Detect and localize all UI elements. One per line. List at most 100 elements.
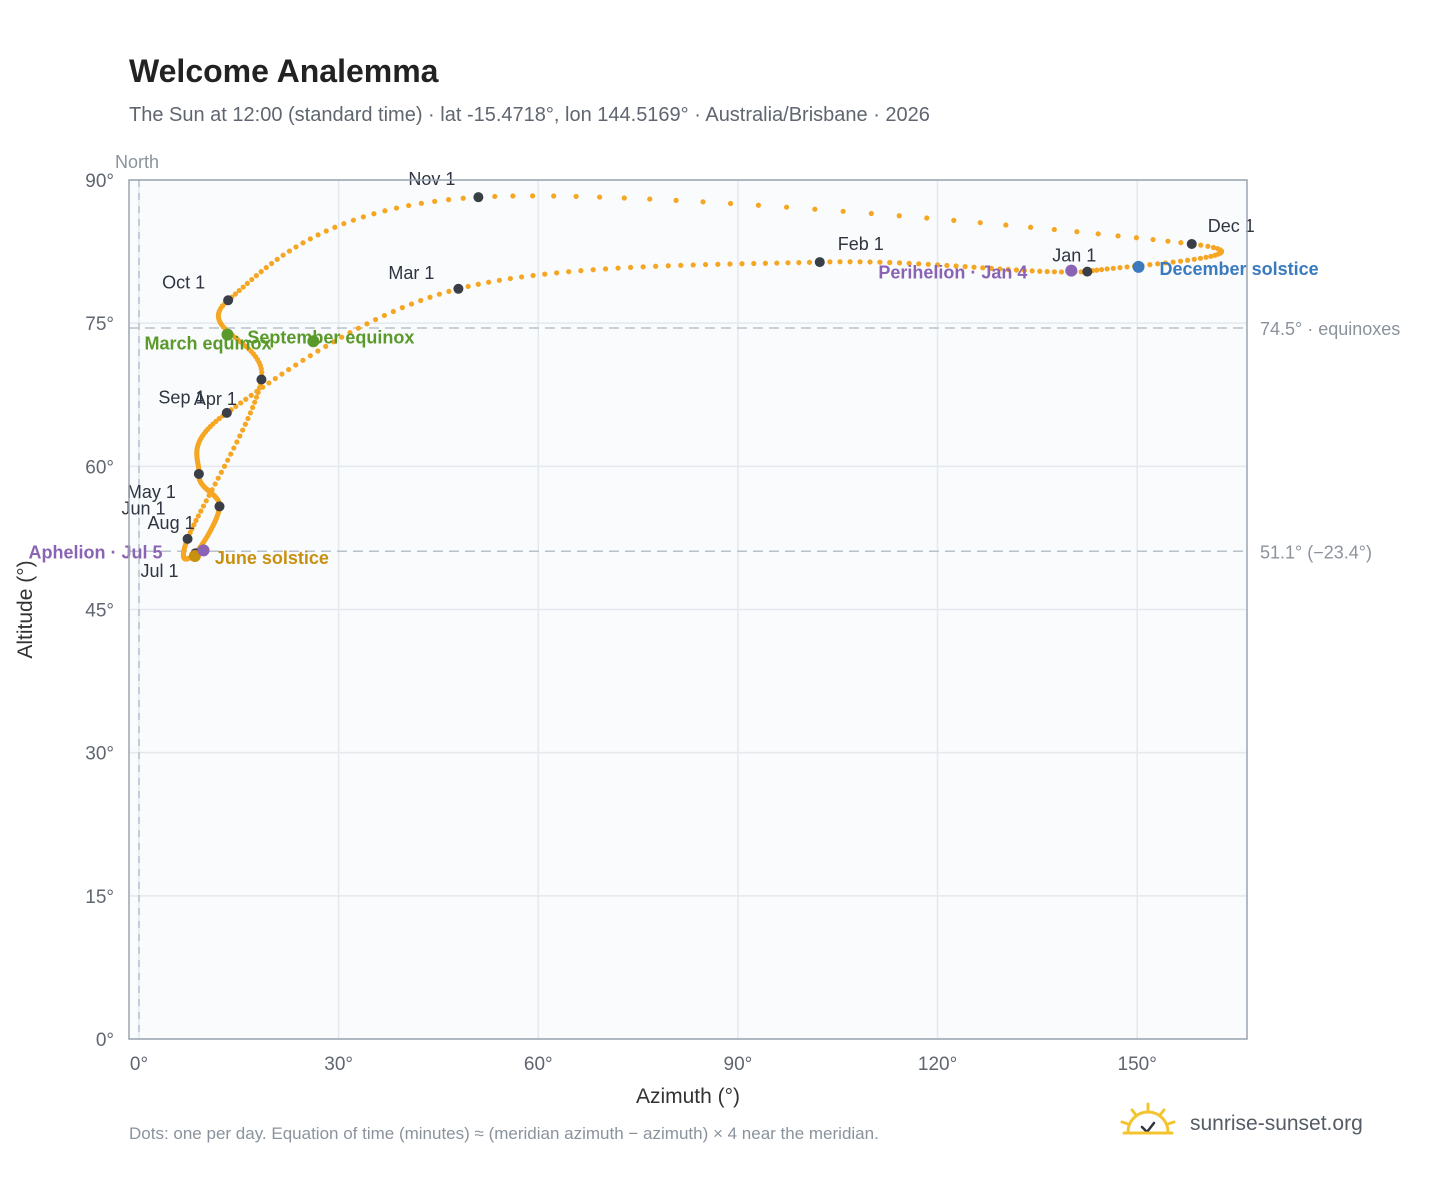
daily-dot <box>465 283 471 290</box>
daily-dot <box>408 301 415 307</box>
reference-label: 74.5° · equinoxes <box>1260 319 1400 339</box>
month-label: Oct 1 <box>162 272 205 292</box>
daily-dot <box>647 196 653 202</box>
daily-dot <box>1150 236 1156 243</box>
daily-dot <box>678 262 684 268</box>
daily-dot <box>1104 266 1110 272</box>
daily-dot <box>783 204 790 210</box>
daily-dot <box>231 445 237 451</box>
daily-dot <box>1027 224 1034 230</box>
daily-dot <box>997 266 1003 272</box>
event-label: June solstice <box>215 548 329 568</box>
daily-dot <box>1165 238 1171 244</box>
daily-dot <box>347 330 353 336</box>
event-label: September equinox <box>247 327 414 347</box>
daily-dot <box>191 522 197 528</box>
daily-dot <box>1177 258 1184 264</box>
daily-dot <box>877 259 883 265</box>
daily-dot <box>751 260 757 267</box>
daily-dot <box>323 228 329 234</box>
y-tick-label: 30° <box>85 744 114 765</box>
daily-dot <box>590 267 596 273</box>
daily-dot <box>486 279 492 285</box>
daily-dot <box>812 206 818 212</box>
daily-dot <box>1029 268 1035 274</box>
daily-dot <box>1013 267 1019 273</box>
month-label: May 1 <box>127 482 176 502</box>
daily-dot <box>868 210 874 217</box>
daily-dot <box>542 271 548 277</box>
month-marker <box>1082 266 1093 277</box>
daily-dot <box>315 232 321 238</box>
month-label: Jan 1 <box>1052 246 1096 266</box>
daily-dot <box>272 375 278 382</box>
event-marker <box>188 550 201 563</box>
daily-dot <box>597 194 603 200</box>
event-marker <box>1132 260 1145 273</box>
daily-dot <box>1117 265 1123 271</box>
daily-dot <box>578 268 584 274</box>
daily-dot <box>371 211 377 217</box>
daily-dot <box>1191 256 1197 262</box>
daily-dot <box>529 193 536 199</box>
daily-dot <box>432 198 438 204</box>
event-marker <box>197 544 210 557</box>
daily-dot <box>507 275 513 282</box>
daily-dot <box>566 269 572 275</box>
daily-dot <box>1021 267 1027 274</box>
daily-dot <box>962 264 968 270</box>
daily-dot <box>206 492 212 498</box>
month-marker <box>214 501 225 512</box>
daily-dot <box>234 439 240 445</box>
daily-dot <box>315 348 321 354</box>
daily-dot <box>446 288 452 294</box>
daily-dot <box>896 260 903 266</box>
daily-dot <box>360 214 366 220</box>
daily-dot <box>331 339 337 345</box>
daily-dot <box>253 394 260 400</box>
daily-dot <box>935 262 941 268</box>
daily-dot <box>212 481 218 487</box>
daily-dot <box>1133 235 1139 241</box>
daily-dot <box>460 195 466 201</box>
daily-dot <box>279 371 285 377</box>
daily-dot <box>341 221 347 227</box>
plot-border <box>128 179 1248 1040</box>
daily-dot <box>240 284 246 290</box>
daily-dot <box>887 259 893 266</box>
daily-dot <box>237 433 243 439</box>
event-label: March equinox <box>144 334 271 354</box>
daily-dot <box>492 193 498 200</box>
x-tick-label: 120° <box>918 1054 957 1075</box>
daily-dot <box>727 200 734 207</box>
daily-dot <box>323 343 329 349</box>
daily-dot <box>988 265 995 272</box>
y-axis-label: Altitude (°) <box>14 560 37 658</box>
daily-dot <box>242 421 248 427</box>
daily-dot <box>977 220 983 226</box>
daily-dot <box>1197 255 1204 261</box>
daily-dot <box>551 193 557 199</box>
brand-logo[interactable]: sunrise-sunset.org <box>1120 1100 1420 1150</box>
month-marker <box>182 533 193 544</box>
daily-dot <box>248 392 254 398</box>
daily-dot <box>1095 231 1101 237</box>
daily-dot <box>627 264 634 271</box>
month-marker <box>223 295 234 306</box>
daily-dot <box>255 389 261 395</box>
daily-dot <box>785 260 791 266</box>
daily-dot <box>640 264 646 270</box>
daily-dot <box>727 261 733 267</box>
daily-dot <box>1098 266 1105 273</box>
reference-lines: North 74.5° · equinoxes 51.1° (−23.4°) <box>115 152 1400 1039</box>
daily-dot <box>496 277 502 283</box>
daily-dot <box>355 325 361 331</box>
daily-dot <box>475 281 481 287</box>
daily-dot <box>268 260 275 267</box>
daily-dot <box>1212 252 1218 258</box>
month-label: Dec 1 <box>1208 216 1255 236</box>
daily-dot <box>602 266 609 272</box>
daily-dot <box>256 385 263 391</box>
daily-dot <box>1124 264 1130 270</box>
daily-dot <box>1094 267 1100 273</box>
